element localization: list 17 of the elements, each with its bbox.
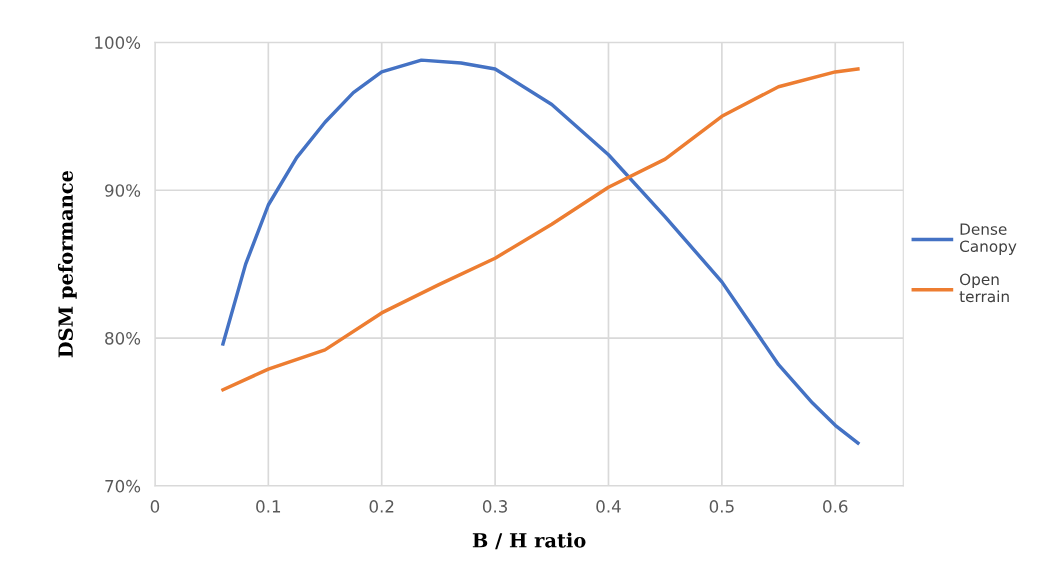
x-tick-label: 0.4 [596, 500, 621, 513]
x-axis-title: B / H ratio [472, 532, 586, 550]
x-tick-label: 0.3 [482, 500, 508, 513]
y-tick-label: 90% [105, 184, 141, 197]
y-tick-label: 70% [105, 479, 141, 493]
legend-label: Open terrain [959, 273, 1009, 303]
line-series [221, 67, 860, 392]
x-tick-label: 0 [150, 500, 160, 513]
y-tick-label: 100% [95, 36, 141, 49]
x-tick-label: 0.5 [709, 500, 734, 513]
y-axis-title: DSM peformance [57, 170, 77, 358]
x-tick-label: 0.1 [256, 500, 281, 513]
line-series [221, 58, 860, 445]
legend-label: Dense Canopy [959, 223, 1017, 255]
y-tick-label: 80% [105, 332, 141, 345]
x-tick-label: 0.6 [823, 500, 848, 513]
x-tick-label: 0.2 [369, 500, 394, 513]
